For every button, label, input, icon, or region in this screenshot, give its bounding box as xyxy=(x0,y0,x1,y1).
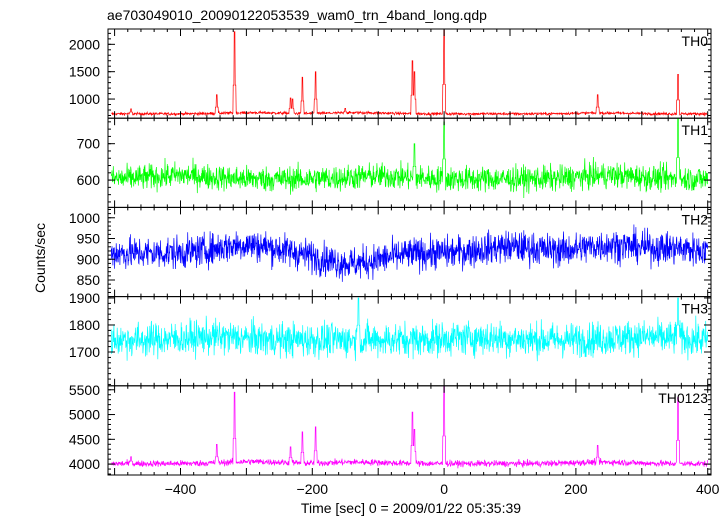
series-line-th3 xyxy=(110,297,709,362)
series-line-th0 xyxy=(111,29,708,117)
series-line-th2 xyxy=(110,224,709,282)
x-tick-label: −400 xyxy=(165,481,197,497)
y-tick-label: 2000 xyxy=(69,36,100,52)
y-tick-label: 1500 xyxy=(69,64,100,80)
y-tick-label: 900 xyxy=(77,251,101,267)
y-tick-label: 850 xyxy=(77,272,101,288)
y-tick-label: 4500 xyxy=(69,431,100,447)
x-tick-label: 400 xyxy=(696,481,720,497)
y-axis-label: Counts/sec xyxy=(32,223,48,293)
panel-frame xyxy=(107,28,712,119)
y-tick-label: 950 xyxy=(77,231,101,247)
y-tick-label: 1000 xyxy=(69,91,100,107)
y-tick-label: 4000 xyxy=(69,456,100,472)
x-tick-label: −200 xyxy=(297,481,329,497)
y-tick-label: 600 xyxy=(77,172,101,188)
y-tick-label: 1000 xyxy=(69,210,100,226)
panel-label-th0123: TH0123 xyxy=(658,390,708,406)
series-line-th1 xyxy=(110,118,709,199)
panel-label-th1: TH1 xyxy=(682,122,709,138)
y-tick-label: 5500 xyxy=(69,382,100,398)
panel-label-th2: TH2 xyxy=(682,211,709,227)
x-axis-label: Time [sec] 0 = 2009/01/22 05:35:39 xyxy=(301,500,521,516)
series-line-th0123 xyxy=(111,385,709,469)
y-tick-label: 1800 xyxy=(69,317,100,333)
y-tick-label: 700 xyxy=(77,136,101,152)
y-tick-label: 1900 xyxy=(69,290,100,306)
y-tick-label: 1700 xyxy=(69,344,100,360)
x-tick-label: 200 xyxy=(564,481,588,497)
panel-label-th3: TH3 xyxy=(682,301,709,317)
panel-frame xyxy=(107,385,712,476)
chart-title: ae703049010_20090122053539_wam0_trn_4ban… xyxy=(107,7,487,23)
panel-frame xyxy=(107,117,712,208)
y-tick-label: 5000 xyxy=(69,407,100,423)
panel-label-th0: TH0 xyxy=(682,33,709,49)
x-tick-label: 0 xyxy=(440,481,448,497)
